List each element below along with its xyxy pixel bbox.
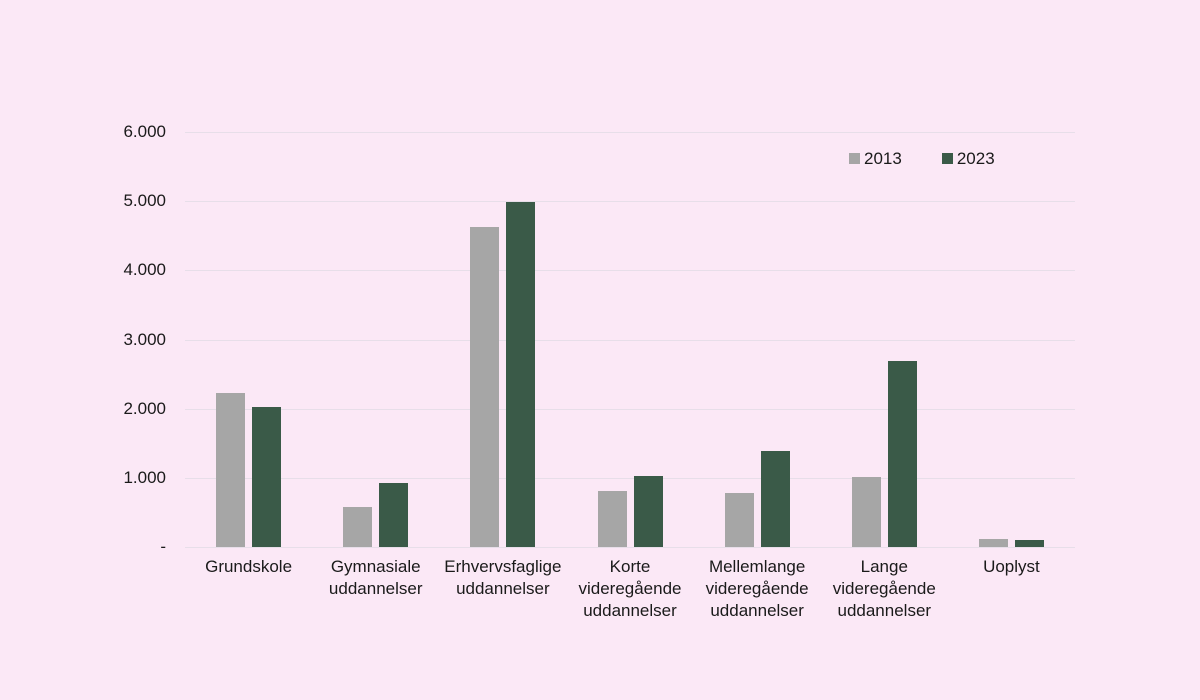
gridline (185, 201, 1075, 203)
y-axis: 6.000 5.000 4.000 3.000 2.000 1.000 - (96, 122, 166, 556)
gridline (185, 270, 1075, 272)
x-category-label: Mellemlange videregående uddannelser (705, 557, 809, 620)
legend-swatch-icon (941, 153, 953, 164)
bar-2023 (1014, 540, 1044, 547)
bar-2023 (633, 476, 663, 547)
bar-2023 (379, 483, 409, 547)
gridline (185, 339, 1075, 341)
bar-2013 (724, 493, 754, 547)
legend-item-2013: 2013 (849, 150, 902, 167)
bar-2013 (470, 226, 500, 547)
gridline (185, 477, 1075, 479)
plot-area (185, 132, 1075, 548)
y-tick-label: - (160, 537, 166, 556)
y-tick-label: 2.000 (123, 398, 166, 418)
gridline (185, 132, 1075, 133)
x-category-label: Erhvervsfaglige uddannelser (444, 557, 562, 598)
y-tick-label: 1.000 (123, 467, 166, 487)
bar-2013 (597, 490, 627, 547)
y-tick-label: 5.000 (123, 191, 166, 211)
x-category-label: Grundskole (205, 557, 293, 576)
bar-2013 (978, 538, 1008, 547)
gridline (185, 408, 1075, 410)
legend: 2013 2023 (849, 150, 995, 167)
bar-2013 (343, 506, 373, 547)
legend-item-2023: 2023 (941, 149, 995, 168)
legend-label: 2023 (956, 149, 995, 168)
bar-2013 (216, 393, 246, 547)
bar-2023 (887, 360, 917, 547)
legend-swatch-icon (849, 153, 860, 164)
bar-2023 (252, 407, 282, 547)
bar-2023 (506, 201, 536, 547)
y-tick-label: 6.000 (123, 122, 166, 141)
y-tick-label: 3.000 (123, 329, 166, 349)
x-category-label: Lange videregående uddannelser (832, 557, 936, 620)
y-tick-label: 4.000 (123, 260, 166, 280)
bar-2023 (760, 450, 790, 547)
x-category-label: Gymnasiale uddannelser (328, 557, 423, 598)
bar-2013 (851, 477, 881, 547)
x-category-label: Uoplyst (983, 557, 1040, 576)
legend-label: 2013 (864, 149, 902, 168)
gridline (185, 547, 1075, 548)
x-category-label: Korte videregående uddannelser (578, 557, 682, 620)
